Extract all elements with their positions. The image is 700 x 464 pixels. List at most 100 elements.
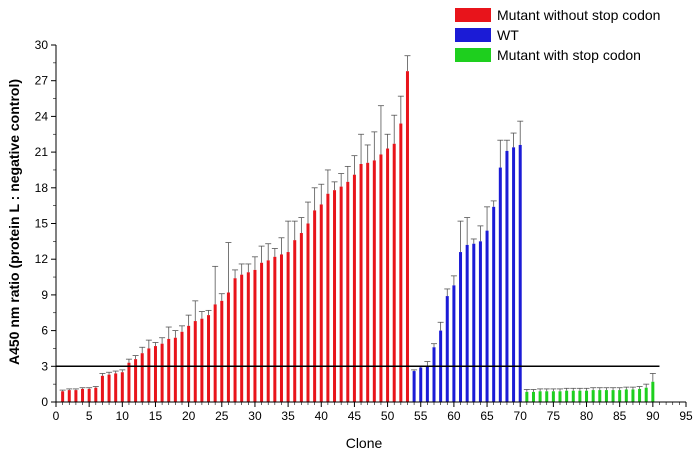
bar <box>465 244 469 402</box>
bar <box>419 367 423 402</box>
bar <box>313 210 317 402</box>
bar <box>452 285 456 402</box>
bar <box>213 304 217 402</box>
bar <box>279 254 283 402</box>
bar <box>551 391 555 402</box>
x-tick-label: 50 <box>381 409 395 423</box>
y-tick-label: 15 <box>35 217 49 231</box>
bar <box>94 387 98 402</box>
bar <box>538 391 542 402</box>
y-tick-label: 3 <box>41 359 48 373</box>
bar <box>220 300 224 402</box>
y-tick-label: 9 <box>41 288 48 302</box>
bar <box>107 374 111 402</box>
bar <box>545 391 549 402</box>
x-tick-label: 80 <box>580 409 594 423</box>
y-tick-label: 18 <box>35 181 49 195</box>
x-tick-label: 35 <box>281 409 295 423</box>
bar <box>160 343 164 402</box>
bar <box>624 389 628 402</box>
y-tick-label: 6 <box>41 324 48 338</box>
bar <box>386 148 390 402</box>
x-tick-label: 45 <box>348 409 362 423</box>
bar <box>505 150 509 402</box>
x-axis-title: Clone <box>346 435 383 451</box>
bar <box>173 337 177 402</box>
bar <box>618 390 622 402</box>
axes <box>55 45 686 403</box>
bar <box>61 391 65 402</box>
bar <box>200 318 204 402</box>
bar <box>518 144 522 402</box>
bar <box>372 160 376 402</box>
bar <box>578 390 582 402</box>
bar <box>326 193 330 402</box>
bar <box>399 123 403 402</box>
bar <box>87 388 91 402</box>
bar <box>140 353 144 402</box>
y-axis-title: A450 nm ratio (protein L : negative cont… <box>6 79 22 365</box>
bar <box>604 390 608 402</box>
bar <box>253 269 257 402</box>
bar <box>306 223 310 402</box>
bar <box>571 390 575 402</box>
x-tick-label: 55 <box>414 409 428 423</box>
bar <box>67 390 71 402</box>
bar <box>432 347 436 402</box>
legend-label: Mutant with stop codon <box>497 47 641 63</box>
bar <box>286 252 290 402</box>
bar <box>558 391 562 402</box>
x-tick-label: 5 <box>86 409 93 423</box>
legend-label: WT <box>497 27 519 43</box>
x-tick-label: 85 <box>613 409 627 423</box>
bar <box>531 391 535 402</box>
legend-swatch <box>455 8 491 22</box>
x-tick-label: 95 <box>679 409 693 423</box>
bar <box>153 346 157 402</box>
y-tick-label: 24 <box>35 109 49 123</box>
x-tick-label: 25 <box>215 409 229 423</box>
bar <box>127 362 131 402</box>
y-axis-ticks: 0 3 6 9 12 15 18 21 24 27 30 <box>35 38 56 409</box>
bar <box>167 338 171 402</box>
bar <box>260 262 264 402</box>
bar <box>74 390 78 402</box>
x-tick-label: 40 <box>315 409 329 423</box>
x-tick-label: 20 <box>182 409 196 423</box>
x-tick-label: 15 <box>149 409 163 423</box>
bar <box>100 375 104 402</box>
bar <box>359 164 363 402</box>
bar <box>333 190 337 402</box>
bar <box>319 204 323 402</box>
bar <box>485 230 489 402</box>
x-tick-label: 70 <box>514 409 528 423</box>
bar <box>273 256 277 402</box>
y-tick-label: 0 <box>41 395 48 409</box>
bar <box>226 292 230 402</box>
bar <box>114 373 118 402</box>
y-tick-label: 30 <box>35 38 49 52</box>
bar <box>379 154 383 402</box>
bar <box>134 359 138 402</box>
x-tick-label: 90 <box>646 409 660 423</box>
bar <box>525 391 529 402</box>
bar <box>585 390 589 402</box>
bar <box>478 241 482 402</box>
legend-swatch <box>455 28 491 42</box>
bar <box>366 162 370 402</box>
bar <box>352 174 356 402</box>
y-tick-label: 27 <box>35 74 49 88</box>
bar <box>405 71 409 403</box>
bar <box>193 321 197 402</box>
bar <box>299 233 303 402</box>
bar <box>147 348 151 402</box>
bar <box>498 167 502 402</box>
bar <box>293 240 297 402</box>
x-tick-label: 0 <box>53 409 60 423</box>
legend: Mutant without stop codon WT Mutant with s… <box>455 7 660 63</box>
x-tick-label: 30 <box>248 409 262 423</box>
bar-group <box>61 71 655 403</box>
bar <box>644 387 648 402</box>
bar <box>240 274 244 402</box>
